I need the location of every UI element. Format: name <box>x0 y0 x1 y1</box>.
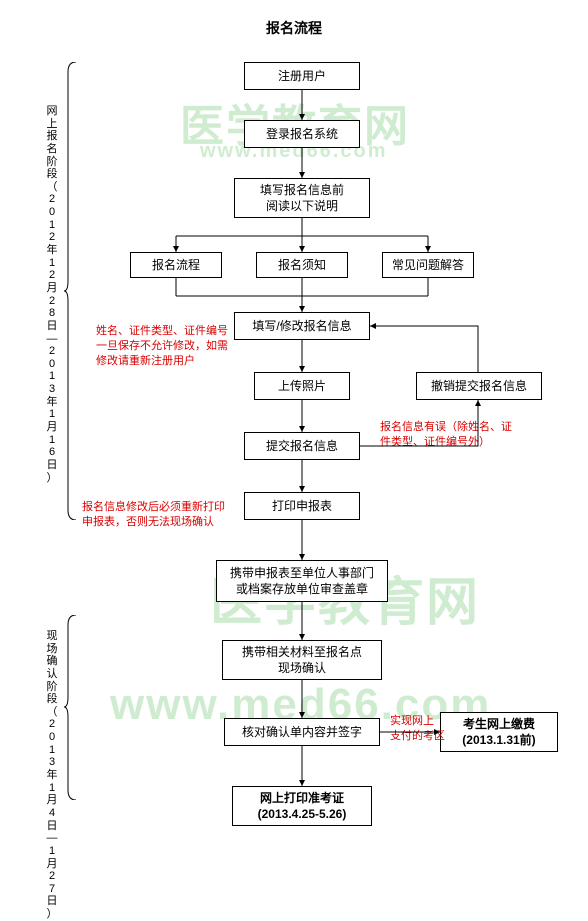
node-fill-info: 填写/修改报名信息 <box>234 312 370 340</box>
note-id-lock: 姓名、证件类型、证件编号 一旦保存不允许修改，如需 修改请重新注册用户 <box>96 324 228 369</box>
node-notice: 报名须知 <box>256 252 348 278</box>
node-faq: 常见问题解答 <box>382 252 474 278</box>
node-login: 登录报名系统 <box>244 120 360 148</box>
node-upload-photo: 上传照片 <box>254 372 350 400</box>
node-read-instructions: 填写报名信息前 阅读以下说明 <box>234 178 370 218</box>
node-submit-info: 提交报名信息 <box>244 432 360 460</box>
phase-label-onsite: 现场确认阶段（2013年1月4日—1月27日） <box>44 630 60 921</box>
node-revoke: 撤销提交报名信息 <box>416 372 542 400</box>
node-onsite-confirm: 携带相关材料至报名点 现场确认 <box>222 640 382 680</box>
node-online-pay: 考生网上缴费 (2013.1.31前) <box>440 712 558 752</box>
node-process: 报名流程 <box>130 252 222 278</box>
phase-brace-onsite <box>64 615 76 800</box>
note-online-pay: 实现网上 支付的考区 <box>390 714 445 744</box>
phase-label-online: 网上报名阶段（2012年12月28日—2013年1月16日） <box>44 105 60 484</box>
node-print-form: 打印申报表 <box>244 492 360 520</box>
note-reprint: 报名信息修改后必须重新打印 申报表，否则无法现场确认 <box>82 500 225 530</box>
phase-brace-online <box>64 62 76 520</box>
note-info-error: 报名信息有误（除姓名、证 件类型、证件编号外） <box>380 420 512 450</box>
node-register: 注册用户 <box>244 62 360 90</box>
page-title: 报名流程 <box>0 18 588 38</box>
node-verify-sign: 核对确认单内容并签字 <box>224 718 380 746</box>
node-unit-review: 携带申报表至单位人事部门 或档案存放单位审查盖章 <box>216 560 388 602</box>
node-print-admission: 网上打印准考证 (2013.4.25-5.26) <box>232 786 372 826</box>
